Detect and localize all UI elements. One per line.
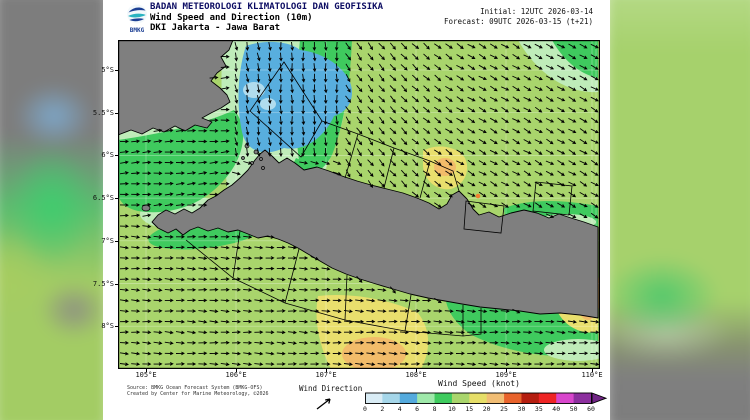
y-axis-tick-label: 5.5°S bbox=[92, 108, 114, 117]
wind-map bbox=[118, 40, 600, 369]
background-blur-left bbox=[0, 0, 110, 420]
colorbar-tick-label: 6 bbox=[415, 405, 420, 413]
region-title: DKI Jakarta - Jawa Barat bbox=[150, 23, 281, 34]
x-axis-tick-label: 108°E bbox=[405, 371, 427, 379]
x-axis-tick-mark bbox=[506, 369, 507, 372]
wind-arrows bbox=[119, 41, 600, 367]
product-title: Wind Speed and Direction (10m) bbox=[150, 12, 313, 23]
y-axis-tick-label: 8°S bbox=[101, 322, 114, 331]
background-blur-right bbox=[604, 0, 750, 420]
colorbar-tick-label: 2 bbox=[380, 405, 385, 413]
colorbar-tick-label: 15 bbox=[465, 405, 474, 413]
colorbar-tick-label: 50 bbox=[569, 405, 578, 413]
x-axis-tick-mark bbox=[326, 369, 327, 372]
x-axis-tick-label: 106°E bbox=[225, 371, 247, 379]
y-axis-tick-mark bbox=[115, 112, 118, 114]
y-axis-tick-label: 7°S bbox=[101, 236, 114, 245]
x-axis-tick-label: 105°E bbox=[135, 371, 157, 379]
colorbar-tick-label: 4 bbox=[397, 405, 402, 413]
source-line-2: Created by Center for Marine Meteorology… bbox=[127, 391, 269, 397]
colorbar-tick-label: 30 bbox=[517, 405, 526, 413]
islands bbox=[141, 143, 265, 212]
initial-time: Initial: 12UTC 2026-03-14 bbox=[480, 7, 593, 16]
y-axis-tick-mark bbox=[115, 198, 118, 200]
speed-region-4-6 bbox=[238, 41, 353, 153]
colorbar-tick-label: 20 bbox=[482, 405, 491, 413]
y-axis-tick-mark bbox=[115, 283, 118, 285]
speed-spot-orange bbox=[475, 193, 481, 199]
speed-region-8-10 bbox=[118, 110, 244, 213]
y-axis-tick-mark bbox=[115, 240, 118, 242]
colorbar-tick-label: 8 bbox=[432, 405, 437, 413]
agency-title: BADAN METEOROLOGI KLIMATOLOGI DAN GEOFIS… bbox=[150, 2, 383, 12]
colorbar-tick-label: 40 bbox=[552, 405, 561, 413]
map-border bbox=[118, 40, 600, 369]
title-block: BADAN METEOROLOGI KLIMATOLOGI DAN GEOFIS… bbox=[150, 2, 383, 34]
run-times: Initial: 12UTC 2026-03-14 Forecast: 09UT… bbox=[444, 7, 593, 26]
x-axis-tick-label: 110°E bbox=[581, 371, 603, 379]
source-credit: Source: BMKG Ocean Forecast System (BMKG… bbox=[127, 385, 268, 397]
y-axis-tick-mark bbox=[115, 155, 118, 157]
colorbar-tick-label: 10 bbox=[448, 405, 456, 413]
speed-region-2-4 bbox=[243, 82, 265, 98]
colorbar-tick-label: 0 bbox=[363, 405, 367, 413]
wind-direction-label: Wind Direction bbox=[299, 384, 363, 393]
y-axis-tick-mark bbox=[115, 70, 118, 71]
colorbar-arrow bbox=[591, 392, 608, 405]
x-axis-tick-mark bbox=[592, 369, 593, 372]
y-axis-tick-mark bbox=[115, 326, 118, 328]
y-axis-tick-label: 7.5°S bbox=[92, 279, 114, 288]
wind-direction-sample-arrow bbox=[316, 398, 331, 410]
logo-text: BMKG bbox=[130, 27, 145, 34]
x-axis-tick-label: 109°E bbox=[495, 371, 517, 379]
forecast-time: Forecast: 09UTC 2026-03-15 (t+21) bbox=[443, 16, 593, 26]
x-axis-tick-label: 107°E bbox=[315, 371, 337, 379]
source-line-1: Source: BMKG Ocean Forecast System (BMKG… bbox=[127, 385, 263, 391]
y-axis-tick-label: 6.5°S bbox=[92, 194, 114, 203]
x-axis-tick-mark bbox=[236, 369, 237, 372]
y-axis-tick-label: 5°S bbox=[101, 66, 114, 74]
y-axis-tick-label: 6°S bbox=[101, 151, 114, 160]
bmkg-logo: BMKG bbox=[127, 4, 147, 34]
x-axis-tick-mark bbox=[416, 369, 417, 372]
colorbar-tick-label: 35 bbox=[534, 405, 543, 413]
colorbar bbox=[365, 392, 608, 405]
colorbar-tick-label: 25 bbox=[500, 405, 508, 413]
x-axis-tick-mark bbox=[146, 369, 147, 372]
colorbar-tick-label: 60 bbox=[587, 405, 595, 413]
speed-region-20-25 bbox=[342, 337, 406, 369]
colorbar-title: Wind Speed (knot) bbox=[438, 379, 520, 388]
